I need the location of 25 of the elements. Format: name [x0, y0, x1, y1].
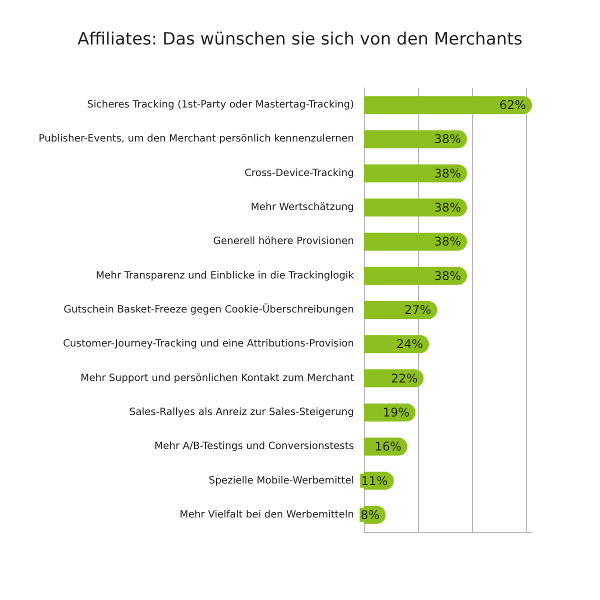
data-label: 24% [396, 337, 424, 352]
y-tick-label: Sales-Rallyes als Anreiz zur Sales-Steigerung [129, 406, 354, 418]
data-label: 62% [499, 98, 526, 112]
data-label: 16% [374, 440, 402, 454]
y-tick-label: Sicheres Tracking (1st-Party oder Mastertag-Tracking) [87, 100, 354, 111]
data-label: 38% [434, 200, 461, 215]
chart-title: Affiliates: Das wünschen sie sich von den Merchants [77, 30, 523, 50]
data-label: 38% [434, 268, 461, 283]
y-tick-label: Mehr Vielfalt bei den Werbemitteln [180, 509, 354, 520]
y-tick-label: Publisher-Events, um den Merchant persönlich kennenzulernen [38, 134, 354, 145]
y-tick-label: Gutschein Basket-Freeze gegen Cookie-Überschreibungen [64, 302, 354, 316]
y-tick-label: Mehr Wertschätzung [250, 202, 354, 214]
y-tick-label: Generell höhere Provisionen [213, 236, 354, 248]
data-label: 22% [390, 371, 418, 386]
data-label: 38% [434, 234, 461, 249]
y-tick-label: Customer-Journey-Tracking und eine Attributions-Provision [62, 338, 354, 350]
y-tick-label: Mehr Support und persönlichen Kontakt zum Merchant [80, 372, 354, 384]
data-label: 38% [434, 132, 461, 146]
data-label: 38% [434, 166, 461, 180]
data-label: 27% [404, 303, 432, 317]
data-label: 19% [382, 405, 410, 420]
y-tick-label: Spezielle Mobile-Werbemittel [208, 475, 354, 486]
y-tick-label: Cross-Device-Tracking [244, 168, 354, 179]
y-tick-label: Mehr A/B-Testings und Conversionstests [154, 441, 354, 452]
y-tick-label: Mehr Transparenz und Einblicke in die Trackinglogik [96, 270, 354, 282]
